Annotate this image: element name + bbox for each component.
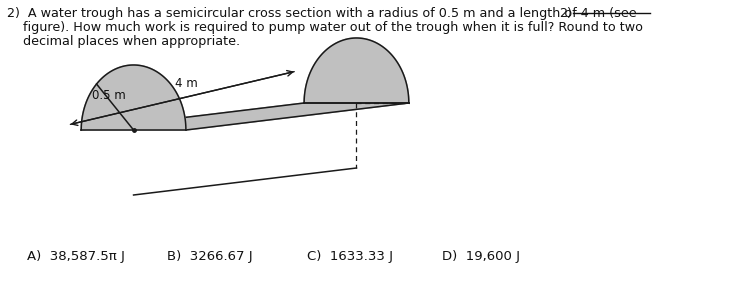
Text: figure). How much work is required to pump water out of the trough when it is fu: figure). How much work is required to pu… [7,21,643,34]
Polygon shape [81,38,408,130]
Text: A)  38,587.5π J: A) 38,587.5π J [27,250,125,263]
Polygon shape [304,38,408,103]
Text: 2)  A water trough has a semicircular cross section with a radius of 0.5 m and a: 2) A water trough has a semicircular cro… [7,7,637,20]
Polygon shape [81,103,408,130]
Text: B)  3266.67 J: B) 3266.67 J [167,250,252,263]
Text: 0.5 m: 0.5 m [92,89,126,102]
Text: decimal places when appropriate.: decimal places when appropriate. [7,35,241,48]
Text: 4 m: 4 m [175,77,198,90]
Polygon shape [81,65,186,130]
Text: D)  19,600 J: D) 19,600 J [442,250,520,263]
Text: 2): 2) [559,7,573,20]
Text: C)  1633.33 J: C) 1633.33 J [307,250,393,263]
